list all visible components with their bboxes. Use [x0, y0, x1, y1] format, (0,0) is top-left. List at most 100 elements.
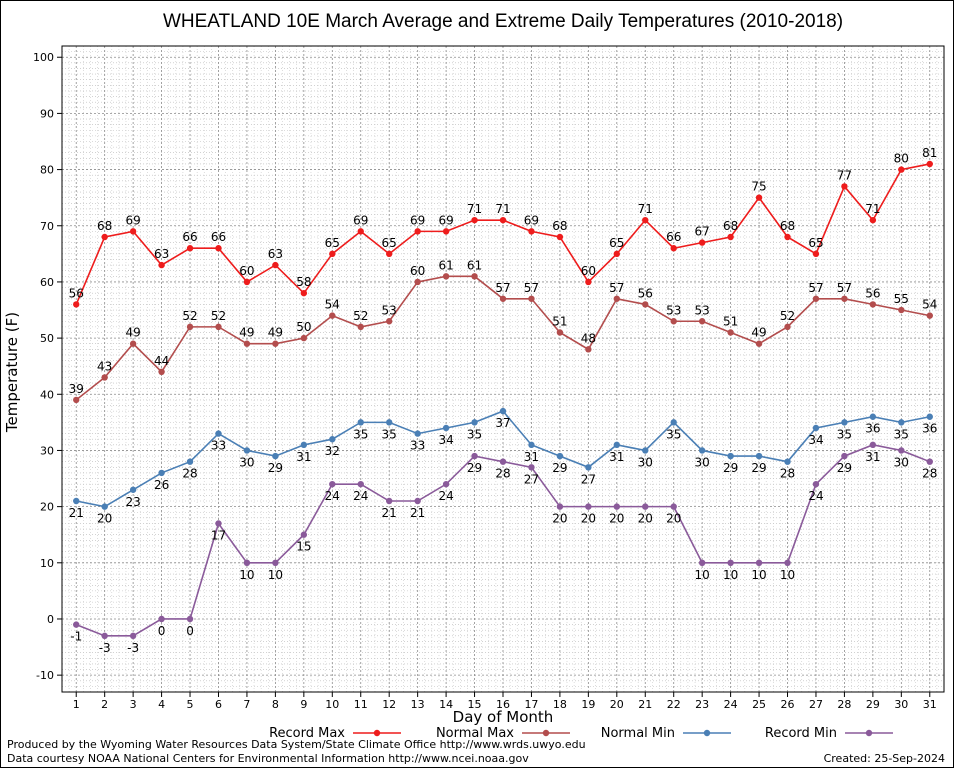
normal-max-data-label: 49 [125, 326, 140, 340]
record-max-point [841, 183, 848, 190]
normal-max-point [414, 278, 421, 286]
normal-max-point [101, 374, 108, 381]
record-max-data-label: 58 [296, 275, 311, 289]
legend-marker-normal-min [703, 729, 711, 737]
normal-max-data-label: 56 [638, 286, 653, 300]
normal-max-point [243, 340, 251, 347]
normal-max-point [215, 323, 222, 331]
record-max-point [73, 301, 80, 308]
record-max-point [869, 216, 877, 224]
normal-max-data-label: 53 [382, 303, 397, 317]
normal-max-point [698, 318, 706, 325]
record-max-data-label: 69 [353, 213, 368, 227]
normal-max-point [784, 323, 791, 331]
normal-max-point [357, 323, 364, 331]
normal-min-data-label: 29 [723, 461, 738, 475]
normal-max-data-label: 43 [97, 359, 112, 373]
legend-marker-record-max [373, 729, 381, 737]
record-min-point [784, 559, 791, 566]
record-max-data-label: 66 [211, 230, 226, 244]
record-min-point [926, 458, 933, 465]
x-tick-label: 13 [411, 698, 425, 711]
record-min-point [442, 480, 450, 488]
normal-max-data-label: 49 [239, 326, 254, 340]
record-max-point [499, 216, 507, 224]
footer-data-courtesy: Data courtesy NOAA National Centers for … [7, 752, 529, 765]
footer-produced-by: Produced by the Wyoming Water Resources … [7, 738, 586, 751]
record-max-point [556, 233, 564, 241]
record-min-point [357, 480, 364, 488]
normal-min-data-label: 35 [382, 427, 397, 441]
record-max-data-label: 69 [524, 213, 539, 227]
normal-min-point [670, 419, 677, 426]
record-min-point [898, 447, 905, 454]
normal-min-data-label: 35 [353, 427, 368, 441]
y-axis-label: Temperature (F) [3, 312, 21, 433]
record-min-point [755, 559, 763, 566]
record-min-point [471, 452, 478, 460]
record-max-point [784, 233, 791, 241]
normal-max-data-label: 53 [695, 303, 710, 317]
normal-min-data-label: 35 [837, 427, 852, 441]
x-tick-label: 24 [724, 698, 738, 711]
record-max-data-label: 66 [182, 230, 197, 244]
normal-max-data-label: 48 [581, 331, 596, 345]
legend-label-record-max: Record Max [269, 726, 345, 741]
normal-max-data-label: 52 [780, 309, 795, 323]
record-max-data-label: 69 [125, 213, 140, 227]
y-tick-label: 30 [40, 444, 54, 457]
normal-max-data-label: 61 [467, 258, 482, 272]
normal-max-data-label: 57 [808, 281, 823, 295]
record-min-data-label: 24 [438, 489, 453, 503]
normal-max-point [755, 340, 763, 347]
normal-min-point [528, 441, 535, 449]
normal-min-data-label: 23 [125, 495, 140, 509]
normal-max-point [926, 312, 933, 319]
record-min-point [812, 480, 820, 488]
record-max-point [300, 289, 308, 297]
normal-max-point [158, 368, 165, 376]
normal-max-data-label: 49 [751, 326, 766, 340]
normal-min-point [329, 436, 336, 443]
record-max-data-label: 77 [837, 168, 852, 182]
record-min-data-label: 21 [410, 506, 425, 520]
x-tick-label: 9 [300, 698, 307, 711]
normal-min-point [755, 452, 763, 460]
legend: Record Max Normal Max Normal Min Record Min [269, 726, 893, 741]
normal-max-point [129, 340, 137, 347]
record-min-data-label: 10 [239, 568, 254, 582]
legend-label-normal-min: Normal Min [601, 726, 675, 741]
normal-min-data-label: 30 [239, 455, 254, 469]
normal-min-data-label: 31 [609, 450, 624, 464]
record-min-data-label: 21 [382, 506, 397, 520]
record-max-point [926, 160, 933, 168]
normal-min-point [101, 503, 108, 510]
record-max-point [158, 261, 165, 269]
normal-min-point [698, 447, 706, 454]
normal-min-point [841, 419, 848, 426]
record-max-point [812, 250, 820, 258]
x-tick-label: 17 [524, 698, 538, 711]
record-min-data-label: 28 [495, 467, 510, 481]
x-tick-label: 29 [866, 698, 880, 711]
record-max-data-label: 68 [97, 219, 112, 233]
y-tick-label: 40 [40, 388, 54, 401]
record-max-point [528, 228, 535, 235]
record-max-data-label: 68 [780, 219, 795, 233]
record-min-point [186, 615, 194, 623]
normal-min-data-label: 29 [552, 461, 567, 475]
normal-min-point [613, 441, 621, 449]
normal-min-data-label: 33 [211, 439, 226, 453]
record-max-data-label: 65 [808, 236, 823, 250]
record-max-data-label: 66 [666, 230, 681, 244]
record-max-data-label: 68 [552, 219, 567, 233]
record-min-point [158, 615, 165, 623]
normal-min-point [471, 419, 478, 426]
normal-min-point [158, 469, 165, 477]
normal-min-point [898, 419, 905, 426]
normal-max-point [841, 295, 848, 302]
normal-max-point [272, 340, 279, 347]
normal-max-data-label: 57 [837, 281, 852, 295]
record-max-point [129, 228, 137, 235]
x-tick-label: 26 [781, 698, 795, 711]
